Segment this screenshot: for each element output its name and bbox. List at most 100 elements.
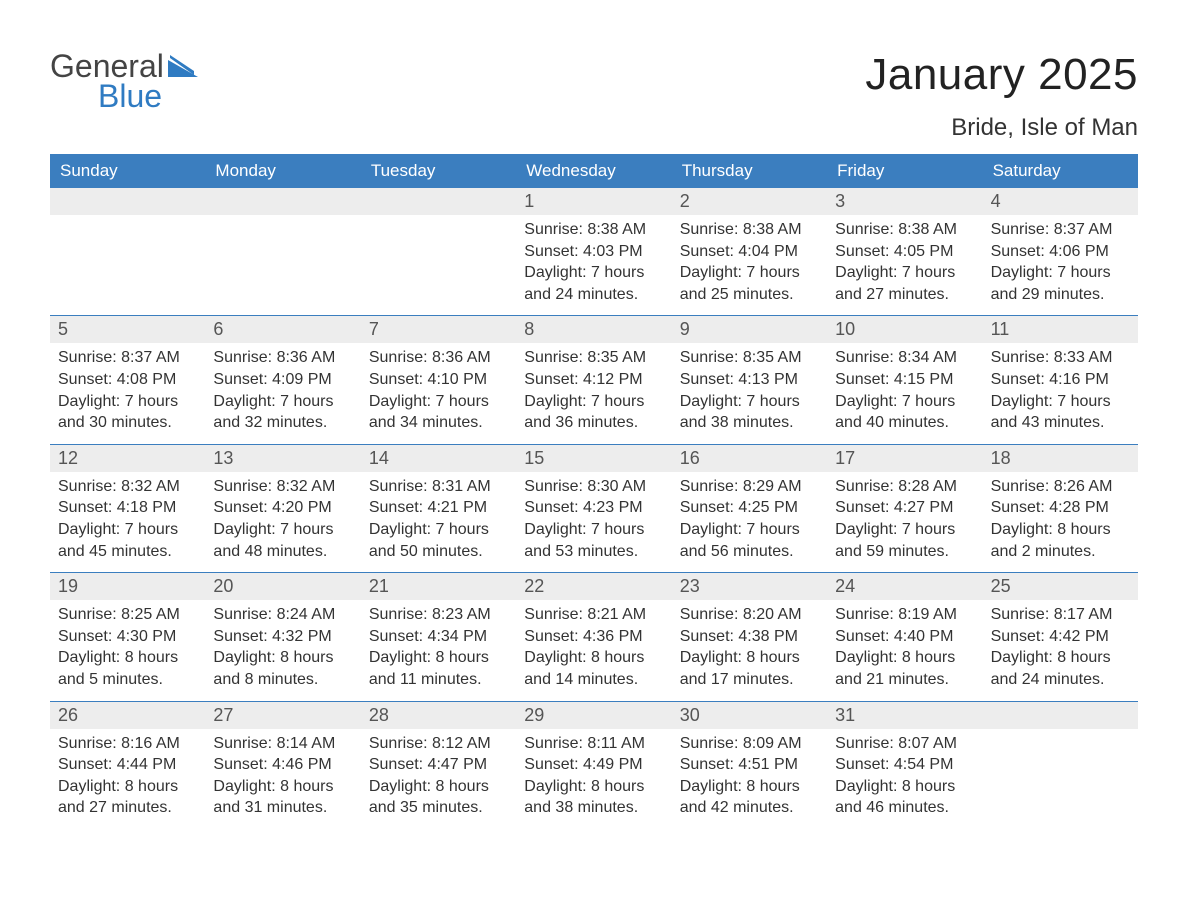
day-details: Sunrise: 8:35 AMSunset: 4:12 PMDaylight:… [516, 343, 671, 443]
day-number: 16 [672, 445, 827, 472]
sunset-text: Sunset: 4:23 PM [524, 497, 663, 519]
day-details: Sunrise: 8:28 AMSunset: 4:27 PMDaylight:… [827, 472, 982, 572]
day-details [361, 215, 516, 229]
day-number: 5 [50, 316, 205, 343]
daylight-text: Daylight: 8 hours and 17 minutes. [680, 647, 819, 690]
day-details: Sunrise: 8:30 AMSunset: 4:23 PMDaylight:… [516, 472, 671, 572]
day-details: Sunrise: 8:11 AMSunset: 4:49 PMDaylight:… [516, 729, 671, 829]
sunrise-text: Sunrise: 8:35 AM [680, 347, 819, 369]
sunset-text: Sunset: 4:51 PM [680, 754, 819, 776]
calendar-cell: 9Sunrise: 8:35 AMSunset: 4:13 PMDaylight… [672, 316, 827, 443]
sunset-text: Sunset: 4:09 PM [213, 369, 352, 391]
sunrise-text: Sunrise: 8:29 AM [680, 476, 819, 498]
sunset-text: Sunset: 4:13 PM [680, 369, 819, 391]
sunrise-text: Sunrise: 8:37 AM [58, 347, 197, 369]
sunrise-text: Sunrise: 8:16 AM [58, 733, 197, 755]
daylight-text: Daylight: 8 hours and 11 minutes. [369, 647, 508, 690]
calendar-week: 26Sunrise: 8:16 AMSunset: 4:44 PMDayligh… [50, 701, 1138, 829]
calendar-cell: 16Sunrise: 8:29 AMSunset: 4:25 PMDayligh… [672, 445, 827, 572]
daylight-text: Daylight: 7 hours and 29 minutes. [991, 262, 1130, 305]
day-details: Sunrise: 8:31 AMSunset: 4:21 PMDaylight:… [361, 472, 516, 572]
day-number: 15 [516, 445, 671, 472]
day-number: 21 [361, 573, 516, 600]
sunset-text: Sunset: 4:46 PM [213, 754, 352, 776]
day-number: 10 [827, 316, 982, 343]
sunset-text: Sunset: 4:44 PM [58, 754, 197, 776]
daylight-text: Daylight: 8 hours and 38 minutes. [524, 776, 663, 819]
day-number: 31 [827, 702, 982, 729]
day-details: Sunrise: 8:36 AMSunset: 4:09 PMDaylight:… [205, 343, 360, 443]
sunrise-text: Sunrise: 8:23 AM [369, 604, 508, 626]
calendar-cell: 29Sunrise: 8:11 AMSunset: 4:49 PMDayligh… [516, 702, 671, 829]
daylight-text: Daylight: 8 hours and 5 minutes. [58, 647, 197, 690]
daylight-text: Daylight: 8 hours and 8 minutes. [213, 647, 352, 690]
sunrise-text: Sunrise: 8:32 AM [58, 476, 197, 498]
calendar-cell [50, 188, 205, 315]
daylight-text: Daylight: 8 hours and 35 minutes. [369, 776, 508, 819]
daylight-text: Daylight: 8 hours and 2 minutes. [991, 519, 1130, 562]
day-number: 28 [361, 702, 516, 729]
day-details: Sunrise: 8:33 AMSunset: 4:16 PMDaylight:… [983, 343, 1138, 443]
day-number: 23 [672, 573, 827, 600]
day-details: Sunrise: 8:38 AMSunset: 4:03 PMDaylight:… [516, 215, 671, 315]
sunrise-text: Sunrise: 8:31 AM [369, 476, 508, 498]
calendar-cell: 14Sunrise: 8:31 AMSunset: 4:21 PMDayligh… [361, 445, 516, 572]
calendar-cell: 11Sunrise: 8:33 AMSunset: 4:16 PMDayligh… [983, 316, 1138, 443]
sunrise-text: Sunrise: 8:28 AM [835, 476, 974, 498]
sunset-text: Sunset: 4:42 PM [991, 626, 1130, 648]
weekday-fri: Friday [827, 154, 982, 188]
weekday-header: Sunday Monday Tuesday Wednesday Thursday… [50, 154, 1138, 188]
calendar-week: 1Sunrise: 8:38 AMSunset: 4:03 PMDaylight… [50, 188, 1138, 315]
weekday-sat: Saturday [983, 154, 1138, 188]
sunrise-text: Sunrise: 8:09 AM [680, 733, 819, 755]
sunset-text: Sunset: 4:20 PM [213, 497, 352, 519]
calendar-week: 19Sunrise: 8:25 AMSunset: 4:30 PMDayligh… [50, 572, 1138, 700]
weekday-wed: Wednesday [516, 154, 671, 188]
day-number: 29 [516, 702, 671, 729]
daylight-text: Daylight: 7 hours and 25 minutes. [680, 262, 819, 305]
sunset-text: Sunset: 4:03 PM [524, 241, 663, 263]
sunrise-text: Sunrise: 8:24 AM [213, 604, 352, 626]
sunset-text: Sunset: 4:49 PM [524, 754, 663, 776]
day-details: Sunrise: 8:35 AMSunset: 4:13 PMDaylight:… [672, 343, 827, 443]
daylight-text: Daylight: 8 hours and 31 minutes. [213, 776, 352, 819]
daylight-text: Daylight: 7 hours and 59 minutes. [835, 519, 974, 562]
sunrise-text: Sunrise: 8:11 AM [524, 733, 663, 755]
weekday-sun: Sunday [50, 154, 205, 188]
calendar-cell [983, 702, 1138, 829]
calendar-cell: 20Sunrise: 8:24 AMSunset: 4:32 PMDayligh… [205, 573, 360, 700]
sunrise-text: Sunrise: 8:32 AM [213, 476, 352, 498]
daylight-text: Daylight: 7 hours and 56 minutes. [680, 519, 819, 562]
calendar-week: 12Sunrise: 8:32 AMSunset: 4:18 PMDayligh… [50, 444, 1138, 572]
day-number: 13 [205, 445, 360, 472]
title-block: January 2025 Bride, Isle of Man [865, 50, 1138, 142]
daylight-text: Daylight: 8 hours and 24 minutes. [991, 647, 1130, 690]
day-number: 30 [672, 702, 827, 729]
day-details: Sunrise: 8:17 AMSunset: 4:42 PMDaylight:… [983, 600, 1138, 700]
daylight-text: Daylight: 8 hours and 21 minutes. [835, 647, 974, 690]
calendar-cell: 10Sunrise: 8:34 AMSunset: 4:15 PMDayligh… [827, 316, 982, 443]
day-number: 18 [983, 445, 1138, 472]
daylight-text: Daylight: 7 hours and 53 minutes. [524, 519, 663, 562]
sunrise-text: Sunrise: 8:07 AM [835, 733, 974, 755]
calendar-cell: 7Sunrise: 8:36 AMSunset: 4:10 PMDaylight… [361, 316, 516, 443]
day-details: Sunrise: 8:24 AMSunset: 4:32 PMDaylight:… [205, 600, 360, 700]
day-details [205, 215, 360, 229]
sunrise-text: Sunrise: 8:35 AM [524, 347, 663, 369]
sunset-text: Sunset: 4:06 PM [991, 241, 1130, 263]
day-number: 6 [205, 316, 360, 343]
sunrise-text: Sunrise: 8:36 AM [369, 347, 508, 369]
daylight-text: Daylight: 7 hours and 45 minutes. [58, 519, 197, 562]
day-number: 22 [516, 573, 671, 600]
sunset-text: Sunset: 4:27 PM [835, 497, 974, 519]
day-number: 9 [672, 316, 827, 343]
daylight-text: Daylight: 7 hours and 43 minutes. [991, 391, 1130, 434]
calendar: Sunday Monday Tuesday Wednesday Thursday… [50, 154, 1138, 829]
sunrise-text: Sunrise: 8:26 AM [991, 476, 1130, 498]
sunset-text: Sunset: 4:10 PM [369, 369, 508, 391]
sunrise-text: Sunrise: 8:21 AM [524, 604, 663, 626]
sunset-text: Sunset: 4:54 PM [835, 754, 974, 776]
day-number [50, 188, 205, 215]
day-number: 11 [983, 316, 1138, 343]
day-details: Sunrise: 8:19 AMSunset: 4:40 PMDaylight:… [827, 600, 982, 700]
